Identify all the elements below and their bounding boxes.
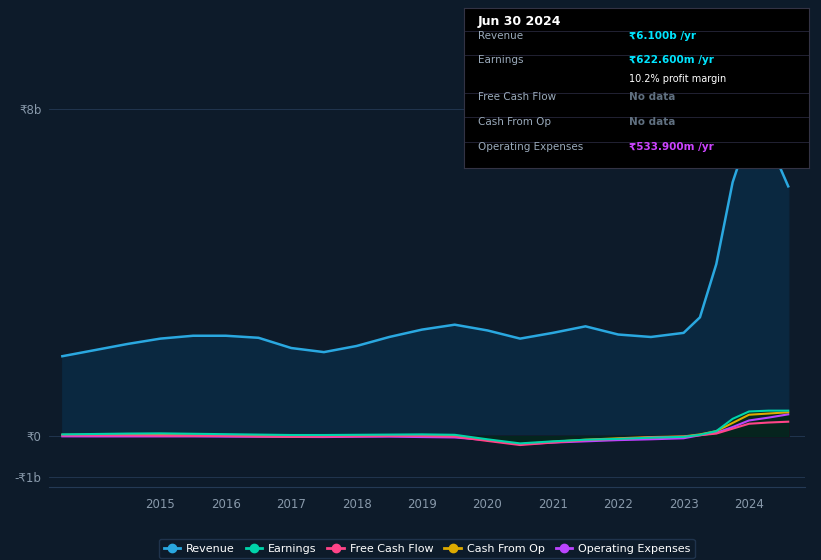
Text: No data: No data — [630, 92, 676, 102]
Text: Jun 30 2024: Jun 30 2024 — [478, 15, 562, 28]
Legend: Revenue, Earnings, Free Cash Flow, Cash From Op, Operating Expenses: Revenue, Earnings, Free Cash Flow, Cash … — [159, 539, 695, 558]
Text: 10.2% profit margin: 10.2% profit margin — [630, 73, 727, 83]
Text: ₹622.600m /yr: ₹622.600m /yr — [630, 55, 714, 66]
Text: Earnings: Earnings — [478, 55, 523, 66]
Text: Revenue: Revenue — [478, 31, 523, 40]
Text: Free Cash Flow: Free Cash Flow — [478, 92, 556, 102]
Text: No data: No data — [630, 117, 676, 127]
Text: Operating Expenses: Operating Expenses — [478, 142, 583, 152]
Text: Cash From Op: Cash From Op — [478, 117, 551, 127]
Text: ₹533.900m /yr: ₹533.900m /yr — [630, 142, 714, 152]
Text: ₹6.100b /yr: ₹6.100b /yr — [630, 31, 696, 40]
